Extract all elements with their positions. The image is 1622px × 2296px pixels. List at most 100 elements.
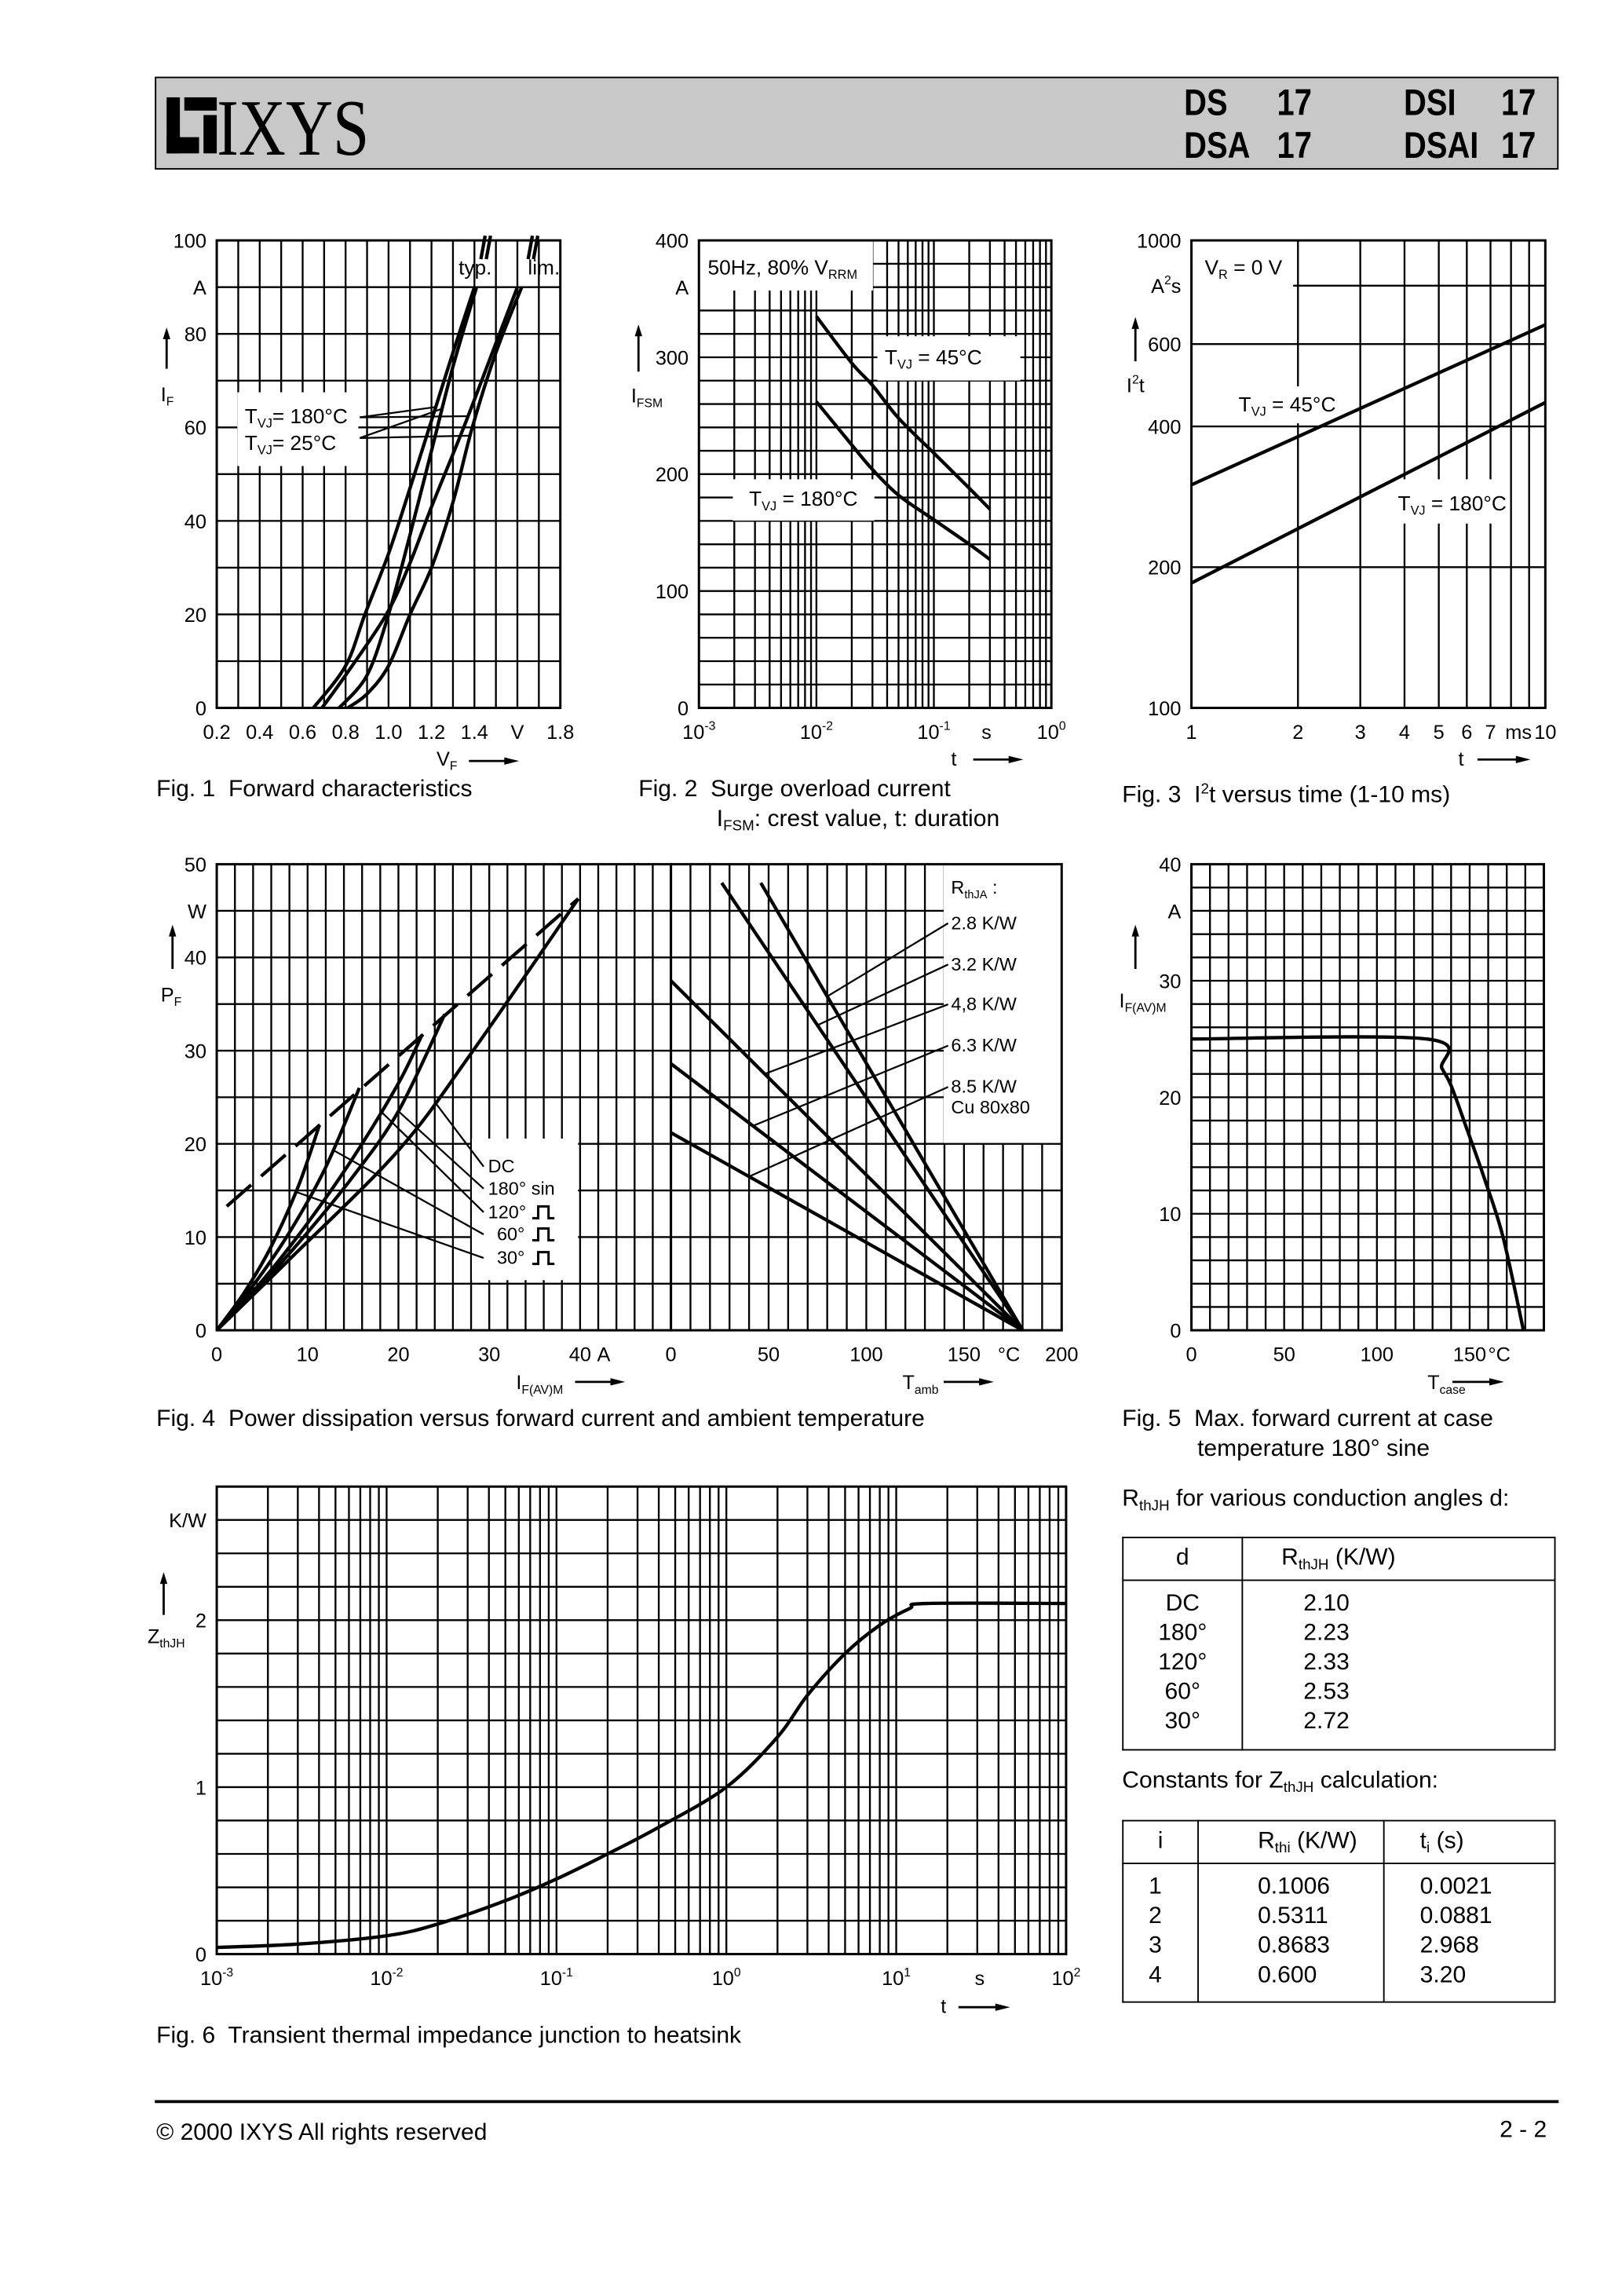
label-main: 10 [200, 1968, 222, 1990]
curve-continuation-mark [532, 235, 540, 260]
header-ti: ti (s) [1383, 1819, 1556, 1865]
fig3-caption: Fig. 3 I2t versus time (1-10 ms) [1122, 777, 1450, 810]
zth-table: i Rthi (K/W) ti (s) 1 2 3 4 0.1006 0.531… [1122, 1819, 1556, 2003]
header-i: i [1122, 1819, 1199, 1865]
series-line-1 [338, 287, 479, 709]
legend-label: 4,8 K/W [951, 994, 1017, 1015]
arrow-right-icon [504, 757, 520, 765]
label-subscript: VJ [1251, 405, 1266, 419]
arrow-right-icon [1515, 755, 1531, 763]
y-tick-label: 0 [1170, 1321, 1181, 1343]
legend-label: 60° [497, 1224, 525, 1245]
label-background [877, 336, 1021, 381]
arrow-up-icon [169, 924, 177, 937]
annotation: TVJ = 180°C [749, 487, 857, 514]
label-main: 50Hz, 80% V [708, 255, 829, 279]
model-dsa-num: 17 [1277, 127, 1312, 165]
label-main: I [516, 1372, 521, 1394]
cell-ti: 0.0021 [1419, 1874, 1492, 1900]
logo-mark-top [184, 97, 217, 111]
fig4b-chart: 0 50 100 150 °C 200 Tamb [666, 863, 1078, 1397]
x-axis-label: Tcase [1427, 1372, 1466, 1397]
label-rest: t [1139, 375, 1145, 397]
label-main: 10 [800, 722, 822, 744]
plot-frame [670, 863, 1063, 1332]
cell-rthjh: 2.53 [1303, 1680, 1350, 1706]
label-subscript: VJ [258, 443, 272, 457]
leader-line [360, 406, 437, 419]
label-subscript: VJ [1411, 503, 1426, 517]
series-line-3 [215, 1033, 424, 1332]
x-tick-label: 1.2 [418, 722, 445, 744]
x-tick-label: 200 [1045, 1344, 1078, 1366]
legend-label: 180° sin [488, 1178, 555, 1198]
x-tick-label: 10 [1534, 722, 1556, 744]
leader-line [332, 1149, 484, 1236]
label-rest: = 180°C [776, 487, 857, 510]
x-tick-label: A [597, 1344, 611, 1366]
x-tick-label: 0 [211, 1344, 222, 1366]
ixys-logo: IXYS [166, 93, 369, 161]
label-subscript: case [1440, 1384, 1466, 1397]
leader-line [752, 1044, 949, 1127]
series-line-0 [1191, 1035, 1525, 1331]
legend-label: 8.5 K/W [951, 1077, 1017, 1097]
leader-line [397, 1110, 484, 1190]
y-tick-label: 100 [174, 231, 206, 253]
title-text: R [1122, 1486, 1140, 1512]
label-main: T [245, 431, 258, 455]
y-axis-label: ZthJH [148, 1625, 185, 1651]
x-tick-label: 150 [1453, 1344, 1486, 1366]
annotation: TVJ = 180°C [1398, 492, 1507, 518]
label-rest: = 180°C [1426, 492, 1507, 515]
x-tick-label: 1.4 [461, 722, 488, 744]
x-tick-label: 6 [1461, 722, 1472, 744]
label-main: t [941, 1996, 946, 2018]
series-line-0 [815, 315, 992, 510]
leader-line [360, 434, 470, 439]
arrow-up-icon [1131, 316, 1139, 329]
model-name: DSA [1184, 125, 1251, 167]
header-bar: IXYS DS 17 DSI 17 DSA 17 DSAI 17 [155, 76, 1559, 170]
x-tick-label: 10-3 [200, 1966, 233, 1990]
col-ti: 0.0021 0.0881 2.968 3.20 [1383, 1863, 1556, 2003]
y-tick-label: 400 [656, 231, 689, 253]
col-d: DC 180° 120° 60° 30° [1122, 1579, 1244, 1751]
label-main: T [1427, 1372, 1439, 1394]
label-background [699, 240, 873, 291]
label-subscript: VJ [762, 499, 776, 514]
model-dsa: DSA [1184, 125, 1251, 167]
legend-label: 3.2 K/W [951, 954, 1017, 974]
label-main: T [749, 487, 762, 510]
label-main: V [437, 748, 450, 770]
label-main: T [245, 404, 258, 428]
x-tick-label: 100 [712, 1966, 741, 1990]
y-tick-label: 10 [184, 1227, 206, 1249]
label-background [1191, 240, 1294, 291]
footer-divider [155, 2100, 1559, 2103]
x-tick-label: V [511, 722, 524, 744]
leader-line [816, 963, 949, 1026]
series-line-2 [670, 979, 1025, 1332]
y-tick-label: 0 [195, 1321, 206, 1343]
y-tick-label: 300 [656, 347, 689, 369]
label-main: 10 [1037, 722, 1059, 744]
y-axis-label: IF(AV)M [1120, 990, 1167, 1015]
leader-line [295, 1190, 484, 1260]
cell-i: 2 [1149, 1903, 1162, 1929]
rth-table-title: RthJH for various conduction angles d: [1122, 1486, 1509, 1520]
x-tick-label: 10-2 [800, 720, 833, 744]
label-subscript: RRM [828, 268, 857, 282]
x-tick-label: 10-3 [682, 720, 715, 744]
label-rest: = 0 V [1228, 255, 1283, 279]
curve-continuation-mark [484, 235, 492, 260]
grid [215, 1486, 1068, 1955]
header-text: (s) [1430, 1828, 1464, 1853]
cell-ti: 2.968 [1419, 1933, 1479, 1959]
label-main: 10 [882, 1968, 904, 1990]
fig2-caption-line2: IFSM: crest value, t: duration [717, 806, 999, 840]
curve-continuation-mark [526, 235, 535, 260]
fig5-caption-line2: temperature 180° sine [1197, 1436, 1430, 1462]
